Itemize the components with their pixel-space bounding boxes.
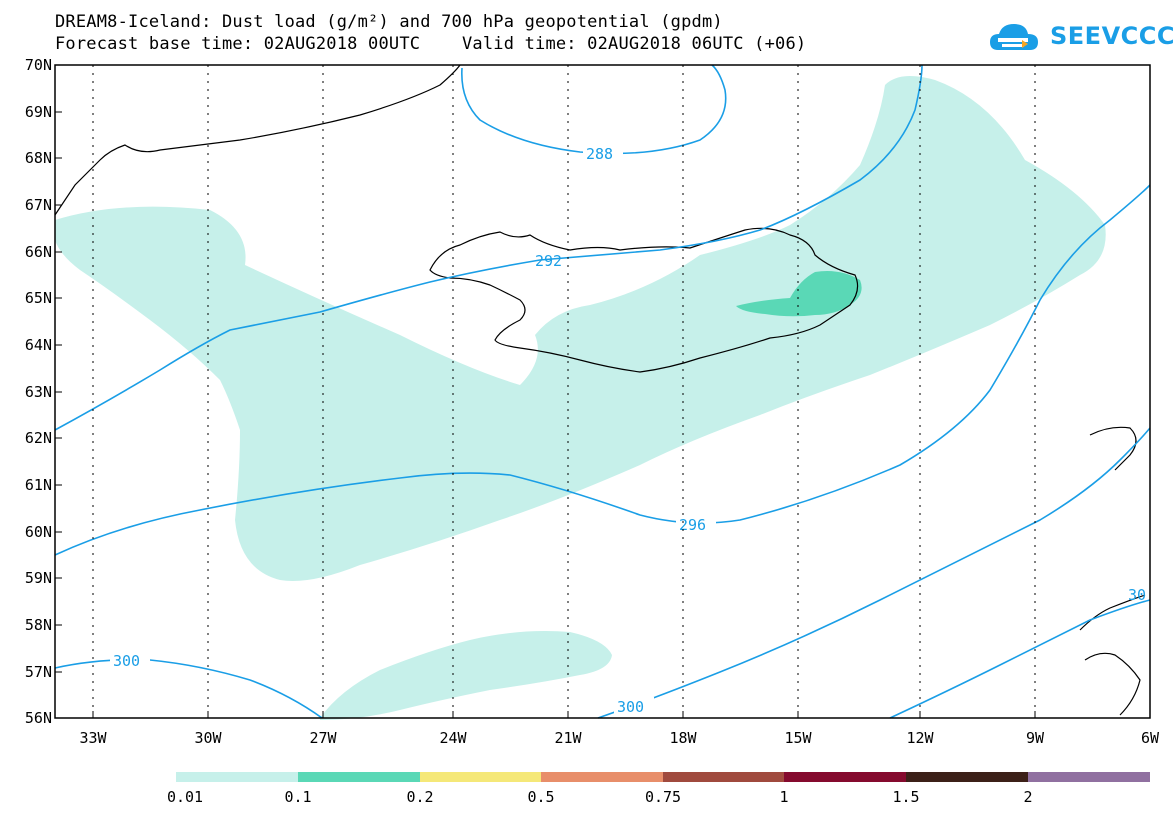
legend-swatch	[176, 772, 298, 782]
greenland-coast	[54, 64, 461, 216]
legend-swatch	[1028, 772, 1150, 782]
lon-label: 15W	[784, 729, 812, 747]
longitude-labels: 33W 30W 27W 24W 21W 18W 15W 12W 9W 6W	[79, 729, 1160, 747]
logo-text: SEEVCCC	[1050, 22, 1175, 50]
lon-label: 18W	[669, 729, 697, 747]
lat-label: 63N	[25, 383, 52, 401]
contour-296	[54, 184, 1151, 556]
dust-area-mid	[736, 271, 862, 317]
legend-label: 0.5	[527, 788, 554, 806]
tick-marks	[55, 64, 1036, 718]
lat-label: 61N	[25, 476, 52, 494]
legend-label: 0.01	[167, 788, 203, 806]
norway-coast-north	[1089, 426, 1137, 471]
lat-label: 68N	[25, 149, 52, 167]
contour-292	[54, 64, 923, 431]
lat-label: 62N	[25, 429, 52, 447]
contour-label-300-far-east: 30	[1128, 586, 1146, 604]
lon-label: 12W	[906, 729, 934, 747]
legend-swatch	[420, 772, 541, 782]
lon-label: 21W	[554, 729, 582, 747]
lon-label: 33W	[79, 729, 107, 747]
lat-label: 58N	[25, 616, 52, 634]
legend-label: 0.1	[284, 788, 311, 806]
lat-label: 56N	[25, 709, 52, 727]
legend-label: 0.2	[406, 788, 433, 806]
lon-label: 9W	[1026, 729, 1045, 747]
scotland-coast	[1079, 594, 1146, 716]
contour-288	[461, 64, 727, 155]
lon-label: 24W	[439, 729, 467, 747]
lon-label: 30W	[194, 729, 222, 747]
contour-label-300-east: 300	[617, 698, 644, 716]
lat-label: 60N	[25, 523, 52, 541]
legend-swatch	[784, 772, 906, 782]
contour-300-far-east	[889, 599, 1151, 719]
legend-swatch	[906, 772, 1028, 782]
contour-label-288: 288	[586, 145, 613, 163]
contour-label-292: 292	[535, 252, 562, 270]
contour-label-300-west: 300	[113, 652, 140, 670]
lat-label: 64N	[25, 336, 52, 354]
lat-label: 57N	[25, 663, 52, 681]
lat-label: 67N	[25, 196, 52, 214]
legend-swatch	[298, 772, 420, 782]
lat-label: 69N	[25, 103, 52, 121]
legend-colorbar	[176, 772, 1150, 782]
lat-label: 70N	[25, 56, 52, 74]
grid-lines	[92, 65, 1036, 718]
contour-label-296: 296	[679, 516, 706, 534]
lon-label: 6W	[1141, 729, 1160, 747]
dust-area-light	[55, 76, 1106, 720]
lat-label: 59N	[25, 569, 52, 587]
lat-label: 65N	[25, 289, 52, 307]
title-line-1: DREAM8-Iceland: Dust load (g/m²) and 700…	[55, 12, 723, 32]
seevccc-logo	[990, 24, 1038, 50]
title-line-2: Forecast base time: 02AUG2018 00UTC Vali…	[55, 34, 807, 54]
legend-swatch	[541, 772, 663, 782]
contour-300-west	[54, 658, 323, 719]
contour-300-east	[597, 427, 1151, 719]
legend-labels: 0.01 0.1 0.2 0.5 0.75 1 1.5 2	[167, 788, 1033, 806]
legend-swatch	[663, 772, 784, 782]
legend-label: 2	[1023, 788, 1032, 806]
latitude-labels: 70N 69N 68N 67N 66N 65N 64N 63N 62N 61N …	[25, 56, 52, 727]
cloud-logo-icon	[990, 24, 1038, 50]
legend-label: 1	[779, 788, 788, 806]
legend-label: 0.75	[645, 788, 681, 806]
lat-label: 66N	[25, 243, 52, 261]
geopotential-contours	[54, 64, 1151, 719]
lon-label: 27W	[309, 729, 337, 747]
legend-label: 1.5	[892, 788, 919, 806]
